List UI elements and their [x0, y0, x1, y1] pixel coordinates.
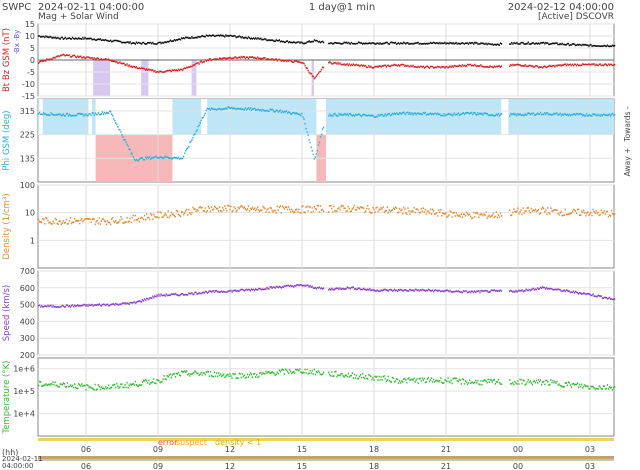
series-speed — [38, 284, 616, 309]
direction-band — [93, 60, 110, 96]
ytick-label: 300 — [20, 334, 35, 343]
xtick-label-bottom: 09 — [153, 462, 163, 470]
ytick-label: -15 — [22, 92, 35, 101]
xtick-label-bottom: 03 — [585, 462, 595, 470]
ytick-label: 0 — [30, 56, 35, 65]
series-temperature — [38, 368, 616, 391]
data-gap — [88, 99, 92, 135]
ytick-label: 700 — [20, 267, 35, 276]
direction-band — [311, 60, 314, 96]
ytick-label: 10 — [25, 32, 35, 41]
panel-frames — [37, 23, 615, 461]
yaxis-extra-label: -Bx -By — [13, 30, 21, 55]
yaxis-title-mag: Bt Bz GSM (nT) — [2, 28, 12, 92]
towards-gap — [316, 99, 326, 135]
xtick-label: 00 — [513, 445, 523, 454]
ytick-label: 200 — [20, 351, 35, 360]
yaxis-title-phi: Phi GSM (deg) — [2, 110, 12, 170]
xtick-label-bottom: 18 — [369, 462, 379, 470]
ytick-label: 500 — [20, 301, 35, 310]
series-bt — [38, 34, 616, 48]
ytick-label: 315 — [20, 107, 35, 116]
panel-gridlines — [38, 23, 614, 436]
direction-band — [191, 60, 197, 96]
yaxis-title-temperature: Temperature (°K) — [2, 360, 12, 434]
end-time: 2024-02-12 04:00:00 — [508, 2, 614, 13]
ytick-label: -10 — [22, 80, 35, 89]
direction-band — [141, 60, 149, 96]
towards-gap — [95, 99, 173, 135]
xtick-label: 21 — [441, 445, 451, 454]
brand-label: SWPC — [2, 2, 31, 13]
xtick-label: 09 — [153, 445, 163, 454]
ytick-label: 10 — [25, 209, 35, 218]
yaxis-title-density: Density (1/cm³) — [2, 193, 12, 259]
span-label: 1 day@1 min — [309, 2, 375, 13]
chart-marks — [38, 34, 616, 391]
ytick-label: 1 — [30, 236, 35, 245]
panel-frame-density — [37, 184, 615, 269]
error-legend: error — [158, 438, 178, 447]
ytick-label: 1e+4 — [13, 410, 35, 419]
xtick-label: 15 — [297, 445, 307, 454]
data-gap — [39, 99, 43, 135]
series-phi — [38, 106, 616, 162]
yaxis-title-speed: Speed (km/s) — [2, 285, 12, 341]
series-density — [38, 204, 616, 226]
panel-frame-temperature — [37, 357, 615, 437]
status-label: [Active] DSCOVR — [538, 12, 614, 22]
footer-time: 04:00:00 — [2, 462, 33, 470]
suspect-legend: suspect — [176, 438, 207, 447]
ytick-label: 1e+5 — [13, 387, 35, 396]
hh-label: (hh) — [2, 448, 18, 457]
status-strip-density — [38, 438, 614, 441]
footer-date: 2024-02-11 — [2, 455, 43, 463]
ytick-label: 400 — [20, 317, 35, 326]
ytick-label: 100 — [20, 181, 35, 190]
xtick-label-bottom: 21 — [441, 462, 451, 470]
data-gap — [201, 99, 208, 135]
xtick-label: 03 — [585, 445, 595, 454]
ytick-label: 600 — [20, 284, 35, 293]
density-note: density < 1 — [215, 438, 261, 447]
xtick-label-bottom: 00 — [513, 462, 523, 470]
xtick-label-bottom: 12 — [225, 462, 235, 470]
status-strip-time — [38, 456, 614, 459]
subtitle: Mag + Solar Wind — [38, 12, 119, 22]
series-bz — [38, 53, 616, 80]
ytick-label: 225 — [20, 131, 35, 140]
ytick-label: 135 — [20, 154, 35, 163]
panel-frame-speed — [37, 270, 615, 356]
axis-labels: -15 -10 -5 0 5 10 15 Bt Bz GSM (nT) -Bx -By 315 22… — [2, 20, 632, 470]
side-label-towards: Towards - — [623, 106, 632, 143]
data-gap — [501, 99, 509, 135]
start-time: 2024-02-11 04:00:00 — [38, 2, 144, 13]
xtick-label-bottom: 06 — [81, 462, 91, 470]
side-label-away: Away + — [623, 148, 632, 177]
xtick-label: 18 — [369, 445, 379, 454]
ytick-label: 1e+6 — [13, 365, 35, 374]
ytick-label: 5 — [30, 44, 35, 53]
xtick-label-bottom: 15 — [297, 462, 307, 470]
panel-shading — [38, 60, 614, 182]
xtick-label: 06 — [81, 445, 91, 454]
ytick-label: 15 — [25, 20, 35, 29]
ytick-label: -5 — [27, 68, 35, 77]
xtick-label: 12 — [225, 445, 235, 454]
